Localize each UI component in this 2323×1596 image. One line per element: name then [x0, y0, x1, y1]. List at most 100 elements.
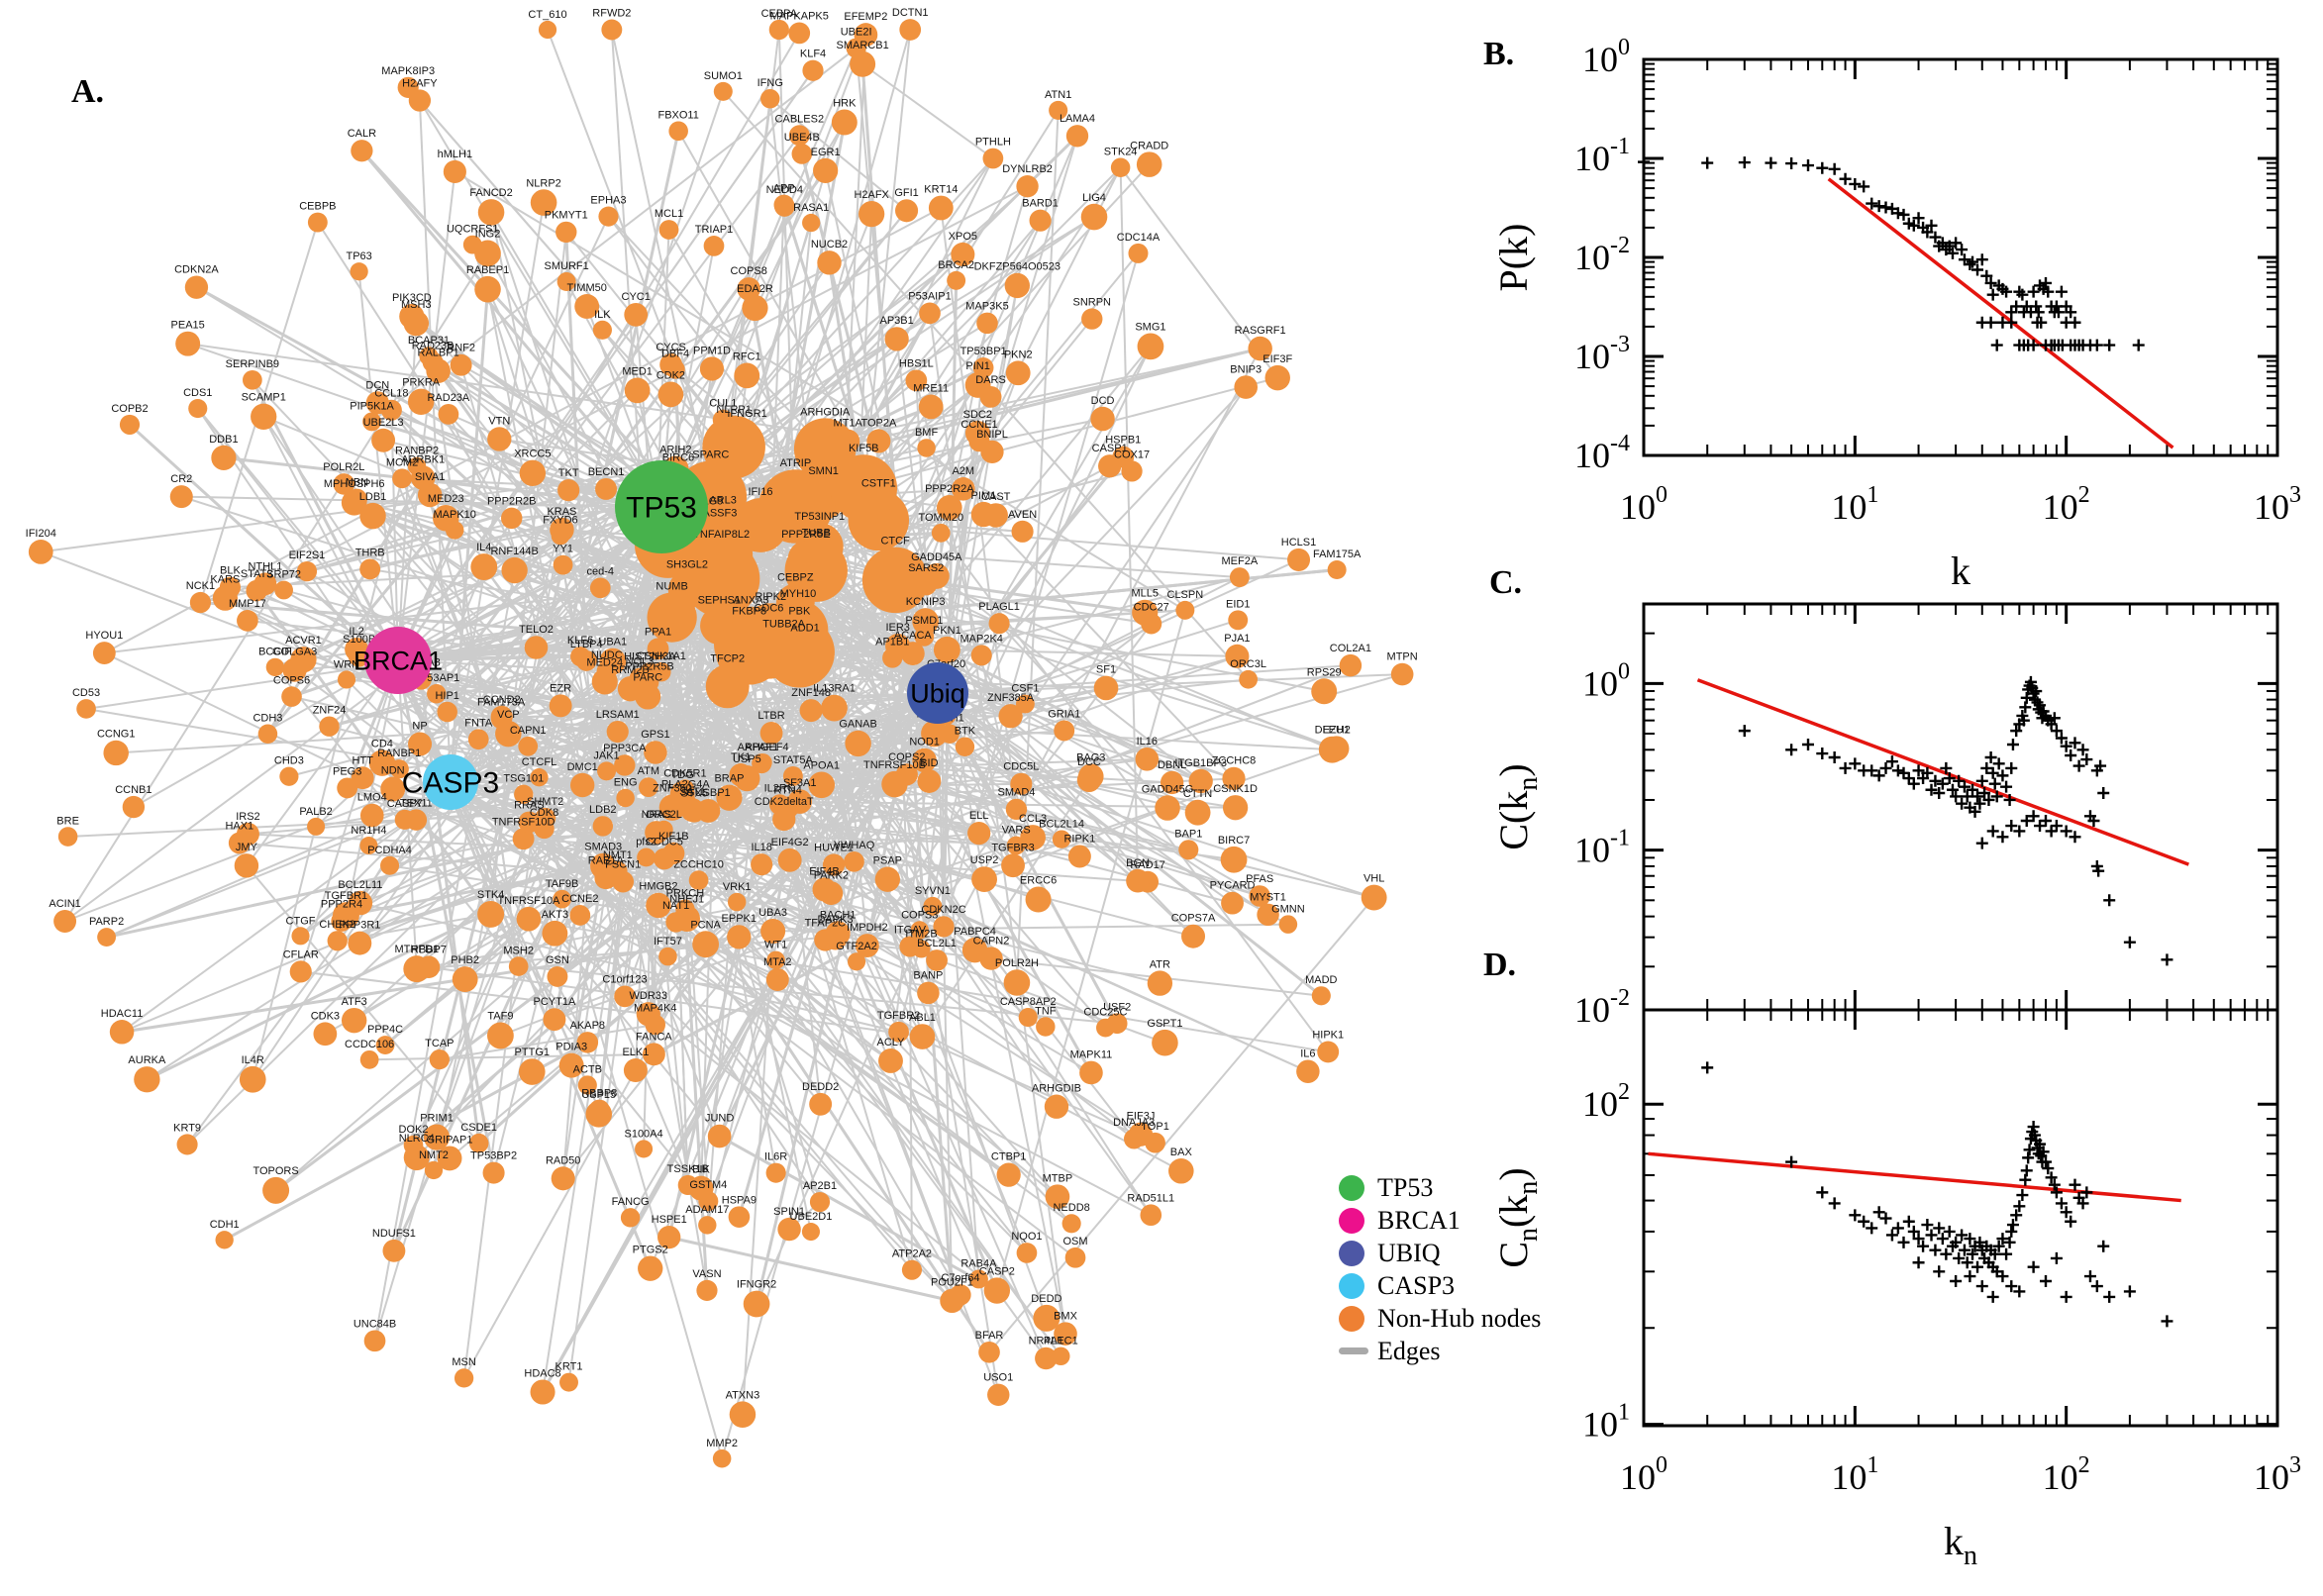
network-node	[487, 427, 512, 451]
data-point	[1885, 1229, 1898, 1242]
network-node	[530, 1379, 556, 1405]
data-point	[2080, 1186, 2093, 1199]
data-point	[2072, 759, 2085, 772]
network-node	[1361, 884, 1387, 911]
network-node	[881, 770, 908, 798]
network-node	[169, 485, 193, 509]
network-edge	[300, 970, 649, 1016]
network-node	[919, 302, 941, 325]
network-node	[923, 896, 943, 916]
network-node	[1239, 669, 1259, 689]
data-point	[2000, 1247, 2013, 1260]
network-node	[424, 1160, 444, 1180]
network-node	[696, 1279, 718, 1301]
network-node	[1234, 375, 1259, 399]
network-edge	[439, 1023, 656, 1061]
data-point	[1990, 339, 2003, 351]
network-node	[964, 371, 991, 398]
network-edge	[718, 860, 856, 1138]
axis-tick-label: 101	[1582, 1400, 1630, 1445]
network-node	[365, 391, 389, 415]
axis-tick-label: 102	[1582, 1079, 1630, 1124]
network-node	[967, 821, 991, 846]
network-node	[392, 468, 412, 489]
axis-tick-label: 10-1	[1574, 826, 1630, 870]
data-point	[2103, 339, 2116, 351]
data-point	[2039, 1274, 2052, 1287]
network-node	[1054, 1322, 1077, 1346]
network-node	[777, 1217, 801, 1242]
data-point	[2016, 1189, 2029, 1202]
network-node	[940, 1288, 964, 1314]
network-node	[760, 89, 780, 109]
network-node	[802, 59, 824, 81]
data-point	[2055, 285, 2068, 298]
network-node	[1090, 406, 1115, 432]
network-edge	[63, 253, 963, 923]
network-node	[351, 766, 374, 790]
network-node	[333, 473, 355, 495]
network-node	[109, 1020, 135, 1045]
network-edge	[860, 63, 954, 1301]
data-point	[1940, 1247, 1953, 1260]
network-node	[452, 966, 478, 992]
x-axis-title: kn	[1944, 1519, 1977, 1571]
network-node	[1049, 100, 1068, 120]
network-node	[331, 910, 353, 932]
network-node	[978, 1341, 1000, 1363]
network-node	[982, 148, 1004, 169]
data-point	[1701, 1061, 1714, 1074]
network-node	[754, 753, 772, 772]
network-node	[955, 737, 975, 756]
network-node	[638, 777, 658, 797]
y-axis-title: P(k)	[1491, 224, 1536, 292]
network-node	[307, 817, 326, 836]
data-point	[2027, 285, 2040, 298]
network-node	[822, 853, 846, 876]
network-node	[211, 445, 237, 470]
chart-c: 100 10-1 10-2 C(kn)	[1491, 602, 2279, 1030]
network-node	[1045, 1184, 1070, 1210]
network-node	[518, 811, 541, 834]
network-edge	[510, 135, 801, 519]
data-point	[1897, 1236, 1910, 1248]
network-node	[727, 925, 752, 949]
network-edge	[436, 692, 1233, 905]
data-point	[1701, 156, 1714, 169]
network-node	[608, 860, 628, 881]
network-node	[854, 23, 878, 47]
network-node	[831, 109, 858, 136]
node-label: CDC14A	[1117, 232, 1161, 244]
data-point	[1996, 831, 2009, 844]
network-node	[559, 1372, 578, 1392]
network-node	[1061, 1214, 1081, 1234]
network-node	[551, 1166, 575, 1191]
network-node	[348, 890, 373, 916]
network-node	[1052, 830, 1071, 848]
network-edge	[463, 825, 604, 981]
data-point	[2090, 1280, 2103, 1293]
node-label: NLRP2	[526, 177, 560, 189]
network-node	[508, 956, 529, 976]
network-node	[912, 608, 940, 636]
network-node	[1140, 1204, 1162, 1227]
data-point	[1988, 777, 2001, 790]
network-node	[980, 440, 1004, 464]
network-edge	[187, 343, 879, 443]
network-node	[759, 722, 783, 745]
network-node	[557, 479, 580, 502]
network-node	[119, 414, 141, 436]
network-node	[574, 294, 600, 319]
network-node	[699, 356, 725, 381]
network-edge	[489, 232, 567, 915]
axis-tick-label: 10-4	[1574, 431, 1630, 475]
network-node	[359, 837, 378, 855]
network-node	[777, 848, 802, 872]
network-edge	[146, 838, 525, 1081]
node-label: ARL3	[709, 495, 737, 507]
network-node	[878, 1048, 903, 1073]
node-label: CDK2deltaT	[755, 796, 814, 808]
network-node	[243, 369, 262, 390]
legend-label: CASP3	[1377, 1270, 1456, 1300]
